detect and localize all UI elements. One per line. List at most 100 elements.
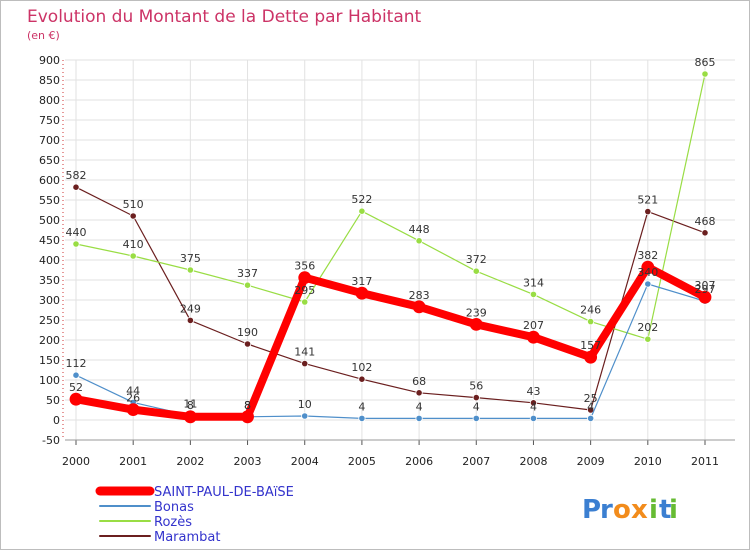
data-label: 52 <box>69 381 83 394</box>
data-label: 317 <box>351 275 372 288</box>
y-tick-label: 150 <box>39 354 60 367</box>
brand-letter: P <box>582 495 601 525</box>
data-point <box>469 317 483 331</box>
data-label: 440 <box>66 226 87 239</box>
data-point <box>644 208 652 216</box>
series-line-0 <box>75 186 706 411</box>
y-tick-label: 250 <box>39 314 60 327</box>
data-point <box>415 237 423 245</box>
data-point <box>641 260 655 274</box>
data-label: 521 <box>637 194 658 207</box>
y-tick-label: 700 <box>39 134 60 147</box>
x-tick-label: 2007 <box>462 455 490 468</box>
series-line-1 <box>75 73 706 340</box>
x-tick-label: 2009 <box>577 455 605 468</box>
data-label: 102 <box>351 361 372 374</box>
data-point <box>358 207 366 215</box>
series-line-2 <box>75 283 706 419</box>
data-point <box>358 375 366 383</box>
brand-logo: Pr o x i ti <box>582 495 678 525</box>
y-tick-label: 400 <box>39 254 60 267</box>
data-point <box>587 317 595 326</box>
data-point <box>644 280 652 288</box>
data-label: 468 <box>695 215 716 228</box>
y-tick-label: 550 <box>39 194 60 207</box>
data-label: 26 <box>126 392 140 405</box>
data-point <box>186 316 194 324</box>
data-label: 295 <box>294 284 315 297</box>
data-point <box>355 286 369 300</box>
y-tick-label: 50 <box>46 394 60 407</box>
data-label: 410 <box>123 238 144 251</box>
data-label: 190 <box>237 326 258 339</box>
data-point <box>584 350 598 364</box>
y-tick-label: 650 <box>39 154 60 167</box>
data-label: 11 <box>183 398 197 411</box>
data-point <box>243 281 252 289</box>
data-label: 25 <box>584 392 598 405</box>
x-tick-label: 2010 <box>634 455 662 468</box>
data-label: 4 <box>530 400 537 413</box>
data-label: 112 <box>66 357 87 370</box>
data-label: 340 <box>637 266 658 279</box>
data-point <box>472 414 480 422</box>
data-label: 865 <box>695 56 716 69</box>
data-label: 239 <box>466 306 487 319</box>
data-point <box>472 393 480 402</box>
y-tick-label: 800 <box>39 94 60 107</box>
data-point <box>472 267 480 275</box>
data-point <box>126 403 140 417</box>
legend-label: SAINT-PAUL-DE-BAïSE <box>154 485 294 500</box>
data-point <box>701 229 709 237</box>
x-tick-label: 2008 <box>519 455 547 468</box>
axes: -50 0 50 100 150 200 250 300 350 400 450 500 550 600 6… <box>39 54 735 468</box>
y-tick-label: 450 <box>39 234 60 247</box>
data-point <box>69 392 83 406</box>
data-label: 249 <box>180 302 201 315</box>
data-point <box>529 290 538 298</box>
data-label: 246 <box>580 304 601 317</box>
data-point <box>412 300 426 314</box>
data-label: 448 <box>409 223 430 236</box>
data-point <box>527 330 540 344</box>
data-point <box>301 298 309 306</box>
legend-label: Bonas <box>154 500 194 515</box>
data-point <box>298 271 312 285</box>
data-point <box>186 266 194 274</box>
y-tick-label: 100 <box>39 374 60 387</box>
data-label: 522 <box>351 193 372 206</box>
data-point <box>243 340 252 348</box>
brand-letter: r <box>600 495 613 525</box>
data-point <box>529 399 538 407</box>
brand-letter: x <box>631 495 648 525</box>
x-tick-label: 2005 <box>348 455 376 468</box>
x-tick-label: 2011 <box>691 455 719 468</box>
data-label: 68 <box>412 375 426 388</box>
data-label: 8 <box>187 399 194 412</box>
brand-letter: o <box>613 495 631 525</box>
chart-subtitle: (en €) <box>27 29 60 42</box>
legend-label: Rozès <box>154 515 192 530</box>
data-point <box>241 410 254 424</box>
x-tick-label: 2006 <box>405 455 433 468</box>
data-label: 202 <box>637 321 658 334</box>
data-point <box>301 359 309 368</box>
y-tick-label: 900 <box>39 54 60 67</box>
data-label: 56 <box>469 380 483 393</box>
legend-label: Marambat <box>154 530 220 545</box>
y-tick-label: 350 <box>39 274 60 287</box>
data-point <box>129 252 137 260</box>
data-label: 4 <box>587 400 594 413</box>
data-point <box>701 70 709 78</box>
y-tick-label: 850 <box>39 74 60 87</box>
series <box>69 70 712 424</box>
data-label: 8 <box>244 399 251 412</box>
y-tick-label: 600 <box>39 174 60 187</box>
data-label: 375 <box>180 252 201 265</box>
data-point <box>358 414 366 422</box>
x-tick-label: 2002 <box>176 455 204 468</box>
data-label: 157 <box>580 339 601 352</box>
data-label: 356 <box>294 260 315 273</box>
